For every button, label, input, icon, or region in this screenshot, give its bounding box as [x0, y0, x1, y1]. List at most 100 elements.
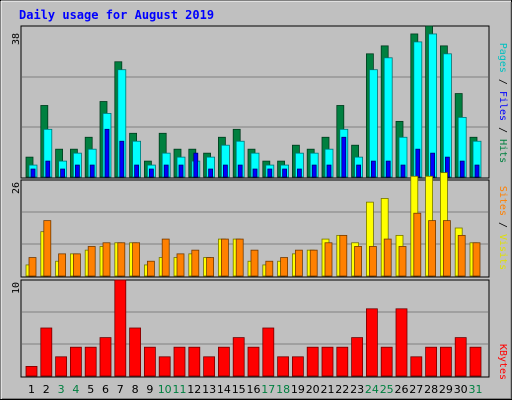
day-label-18: 18: [276, 383, 290, 396]
kbytes-bar-day-6: [99, 337, 112, 377]
day-label-6: 6: [102, 383, 109, 396]
sites-bar-day-9: [146, 260, 155, 277]
sites-bar-day-2: [43, 220, 52, 277]
day-label-5: 5: [87, 383, 94, 396]
legend-visits: Visits: [497, 234, 508, 270]
sites-bar-day-12: [191, 249, 200, 277]
sites-bar-day-13: [206, 257, 215, 277]
kbytes-bar-day-7: [114, 279, 127, 377]
day-label-30: 30: [454, 383, 468, 396]
kbytes-bar-day-30: [454, 337, 467, 377]
day-label-22: 22: [335, 383, 349, 396]
day-label-19: 19: [291, 383, 305, 396]
pages-bar-day-6: [104, 128, 110, 178]
pages-bar-day-18: [282, 168, 288, 178]
sites-bar-day-29: [442, 220, 451, 277]
day-label-17: 17: [261, 383, 275, 396]
day-label-15: 15: [232, 383, 246, 396]
pages-bar-day-31: [474, 164, 480, 178]
pages-bar-day-13: [208, 168, 214, 178]
sites-bar-day-6: [102, 242, 111, 277]
pages-bar-day-9: [148, 168, 154, 178]
sites-bar-day-4: [73, 253, 81, 277]
pages-bar-day-27: [415, 148, 421, 178]
day-label-7: 7: [117, 383, 124, 396]
kbytes-bar-day-13: [203, 356, 216, 377]
kbytes-bar-day-2: [40, 327, 53, 377]
pages-bar-day-23: [356, 164, 362, 178]
pages-bar-day-24: [370, 160, 376, 178]
kbytes-bar-day-12: [188, 346, 201, 377]
day-label-3: 3: [58, 383, 65, 396]
pages-bar-day-26: [400, 164, 406, 178]
pages-bar-day-1: [30, 168, 36, 178]
kbytes-bar-day-22: [336, 346, 349, 377]
sites-bar-day-10: [161, 238, 170, 277]
kbytes-bar-day-1: [25, 365, 38, 377]
hits-ymax-label: 38: [11, 33, 22, 45]
day-label-13: 13: [202, 383, 216, 396]
kbytes-bar-day-9: [143, 346, 156, 377]
sites-bar-day-18: [280, 257, 289, 277]
pages-bar-day-22: [341, 136, 347, 178]
day-label-9: 9: [146, 383, 153, 396]
kbytes-bar-day-4: [70, 346, 82, 377]
pages-bar-day-8: [134, 164, 140, 178]
sites-bar-day-30: [457, 234, 466, 277]
legend-sites: Sites: [497, 186, 508, 216]
sites-bar-day-16: [250, 249, 259, 277]
pages-bar-day-7: [119, 140, 125, 178]
day-label-1: 1: [28, 383, 35, 396]
kbytes-bar-day-23: [351, 337, 364, 377]
day-label-11: 11: [173, 383, 187, 396]
kbytes-bar-day-21: [321, 346, 334, 377]
sites-bar-day-5: [87, 246, 96, 277]
sites-bar-day-25: [383, 238, 392, 277]
sites-bar-day-14: [220, 238, 229, 277]
day-label-28: 28: [424, 383, 438, 396]
day-label-14: 14: [217, 383, 231, 396]
legend-hits: Hits: [497, 139, 508, 163]
sites-bar-day-23: [354, 246, 363, 277]
kbytes-bar-day-10: [158, 356, 171, 377]
pages-bar-day-14: [222, 164, 228, 178]
sites-bar-day-28: [428, 220, 437, 277]
kbytes-bar-day-28: [425, 346, 438, 377]
day-label-12: 12: [187, 383, 201, 396]
sites-panel: 26 Sites / Visits: [11, 172, 508, 278]
legend-files: Files: [497, 91, 508, 121]
kbytes-bar-day-29: [439, 346, 452, 377]
kbytes-bar-day-15: [232, 337, 245, 377]
x-axis-day-labels: 1 2 3 4 5 6 7 8 9 10 11 12 13 14 15 16 17 18 19 20 21 22 23 24 2…: [28, 383, 483, 396]
sites-ymax-label: 26: [11, 182, 22, 194]
sites-bar-day-1: [28, 257, 37, 277]
legend-kbytes: KBytes: [497, 344, 508, 380]
day-label-23: 23: [350, 383, 364, 396]
sites-bar-day-8: [132, 242, 141, 277]
sites-legend: Sites / Visits: [497, 186, 508, 270]
pages-bar-day-15: [237, 164, 243, 178]
day-label-29: 29: [439, 383, 453, 396]
pages-bar-day-20: [311, 164, 317, 178]
day-label-8: 8: [132, 383, 139, 396]
chart-title: Daily usage for August 2019: [19, 8, 214, 22]
pages-bar-day-10: [163, 164, 169, 178]
pages-bar-day-21: [326, 164, 332, 178]
kbytes-panel: 10 KBytes: [11, 279, 508, 380]
pages-bar-day-17: [267, 168, 273, 178]
sites-bar-day-31: [472, 242, 481, 277]
kbytes-ymax-label: 10: [11, 282, 22, 294]
pages-bar-day-25: [385, 160, 391, 178]
pages-bar-day-3: [60, 168, 65, 178]
hits-legend: Pages / Files / Hits: [497, 43, 508, 163]
pages-bar-day-4: [75, 164, 80, 178]
sites-bar-day-3: [58, 253, 66, 277]
kbytes-bar-day-17: [262, 327, 275, 377]
sites-bar-day-26: [398, 246, 407, 277]
kbytes-bar-day-18: [277, 356, 290, 377]
day-label-2: 2: [43, 383, 50, 396]
sites-bar-day-20: [309, 249, 318, 277]
sites-bar-day-19: [294, 249, 303, 277]
pages-bar-day-30: [459, 160, 465, 178]
kbytes-bar-day-3: [55, 356, 67, 377]
